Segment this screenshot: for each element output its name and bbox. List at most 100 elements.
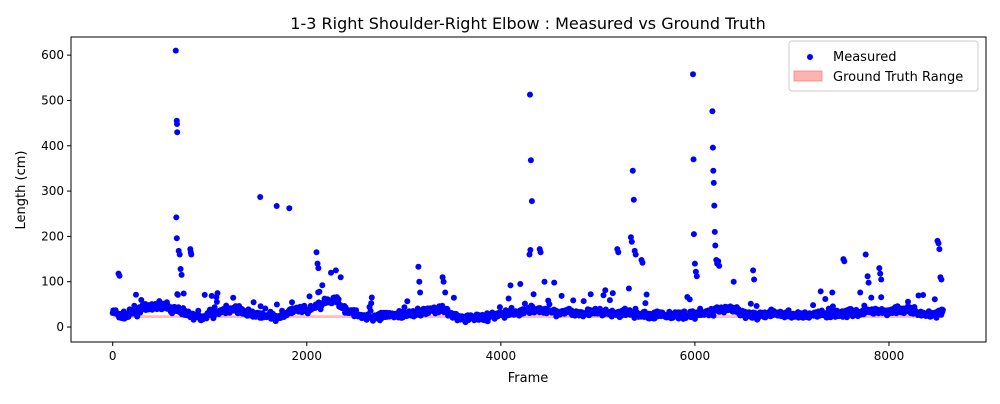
measured-outlier-point bbox=[629, 167, 636, 174]
measured-outlier-point bbox=[286, 205, 293, 212]
measured-point bbox=[368, 300, 375, 307]
measured-outlier-point bbox=[630, 196, 637, 203]
y-ticks: 0 100 200 300 400 500 600 bbox=[41, 48, 71, 334]
measured-outlier-point bbox=[711, 228, 718, 235]
measured-point bbox=[208, 292, 215, 299]
measured-point bbox=[367, 307, 374, 314]
measured-outlier-point bbox=[176, 251, 183, 258]
measured-point bbox=[214, 290, 221, 297]
measured-outlier-point bbox=[711, 202, 718, 209]
measured-point bbox=[213, 298, 220, 305]
measured-point bbox=[201, 291, 208, 298]
measured-point bbox=[530, 291, 537, 298]
measured-point bbox=[133, 291, 139, 298]
measured-point bbox=[810, 302, 817, 309]
measured-outlier-point bbox=[690, 231, 697, 238]
measured-point bbox=[131, 302, 138, 309]
measured-point bbox=[931, 296, 938, 303]
measured-point bbox=[316, 288, 323, 295]
measured-outlier-point bbox=[416, 278, 423, 285]
measured-outlier-point bbox=[864, 273, 871, 280]
measured-outlier-point bbox=[936, 246, 943, 253]
measured-point bbox=[230, 294, 237, 301]
measured-outlier-point bbox=[935, 240, 942, 247]
measured-point bbox=[710, 312, 717, 319]
measured-point bbox=[829, 289, 836, 296]
measured-point bbox=[905, 298, 911, 305]
measured-outlier-point bbox=[690, 156, 697, 163]
measured-point bbox=[915, 292, 922, 299]
measured-outlier-point bbox=[878, 276, 885, 283]
legend-ground-truth-label: Ground Truth Range bbox=[833, 70, 963, 85]
measured-point bbox=[686, 296, 693, 303]
measured-outlier-point bbox=[527, 91, 533, 98]
measured-outlier-point bbox=[314, 260, 321, 267]
measured-point bbox=[442, 289, 449, 296]
measured-outlier-point bbox=[615, 249, 622, 256]
measured-point bbox=[250, 299, 257, 306]
measured-outlier-point bbox=[862, 251, 869, 258]
measured-point bbox=[920, 292, 927, 298]
measured-outlier-point bbox=[690, 71, 696, 78]
measured-outlier-point bbox=[315, 265, 322, 272]
x-ticks: 0 2000 4000 6000 8000 bbox=[109, 342, 904, 363]
measured-outlier-point bbox=[528, 198, 535, 205]
measured-point bbox=[404, 298, 411, 305]
measured-outlier-point bbox=[173, 214, 180, 221]
measured-point bbox=[817, 288, 824, 295]
measured-outlier-point bbox=[750, 267, 757, 274]
measured-point bbox=[747, 300, 754, 307]
measured-point bbox=[558, 292, 565, 299]
measured-outlier-point bbox=[273, 203, 280, 209]
y-tick-label: 500 bbox=[41, 93, 64, 107]
measured-outlier-point bbox=[632, 251, 639, 258]
measured-outlier-point bbox=[751, 276, 758, 283]
measured-point bbox=[609, 290, 616, 297]
measured-point bbox=[368, 294, 375, 301]
measured-outlier-point bbox=[716, 262, 723, 269]
legend-frame bbox=[788, 40, 979, 92]
measured-point bbox=[521, 300, 528, 307]
measured-point bbox=[580, 298, 587, 305]
measured-outlier-point bbox=[627, 234, 634, 241]
measured-outlier-point bbox=[865, 279, 872, 286]
measured-point bbox=[606, 297, 613, 304]
measured-outlier-point bbox=[625, 285, 632, 292]
x-tick-label: 0 bbox=[109, 349, 117, 363]
measured-outlier-point bbox=[177, 266, 184, 272]
measured-point bbox=[262, 305, 269, 312]
measured-outlier-point bbox=[537, 249, 544, 256]
plot-frame bbox=[70, 36, 987, 343]
y-tick-label: 300 bbox=[41, 184, 64, 198]
measured-outlier-point bbox=[337, 274, 344, 281]
measured-outlier-point bbox=[527, 157, 534, 164]
measured-outlier-point bbox=[415, 263, 422, 270]
chart-title: 1-3 Right Shoulder-Right Elbow : Measure… bbox=[290, 14, 765, 33]
measured-outlier-point bbox=[313, 249, 320, 256]
measured-point bbox=[138, 297, 145, 303]
measured-outlier-point bbox=[439, 274, 446, 281]
measured-outlier-point bbox=[691, 260, 698, 267]
legend-ground-truth-marker bbox=[793, 70, 823, 82]
measured-point bbox=[643, 291, 650, 298]
measured-point bbox=[306, 293, 313, 300]
measured-outlier-point bbox=[178, 271, 185, 278]
ground-truth-range-band bbox=[112, 315, 944, 318]
measured-outlier-point bbox=[116, 272, 123, 279]
x-tick-label: 8000 bbox=[874, 349, 905, 363]
measured-outlier-point bbox=[328, 269, 334, 276]
measured-point bbox=[505, 295, 512, 302]
measured-point bbox=[257, 303, 264, 310]
measured-outlier-point bbox=[551, 279, 558, 286]
measured-outlier-point bbox=[639, 259, 646, 266]
measured-outlier-point bbox=[527, 247, 534, 253]
legend: Measured Ground Truth Range bbox=[788, 40, 979, 92]
measured-outlier-point bbox=[174, 129, 181, 136]
x-tick-label: 4000 bbox=[486, 349, 517, 363]
x-axis-label: Frame bbox=[508, 371, 549, 386]
measured-outlier-point bbox=[257, 194, 264, 200]
measured-point bbox=[642, 300, 649, 307]
x-tick-label: 2000 bbox=[292, 349, 323, 363]
